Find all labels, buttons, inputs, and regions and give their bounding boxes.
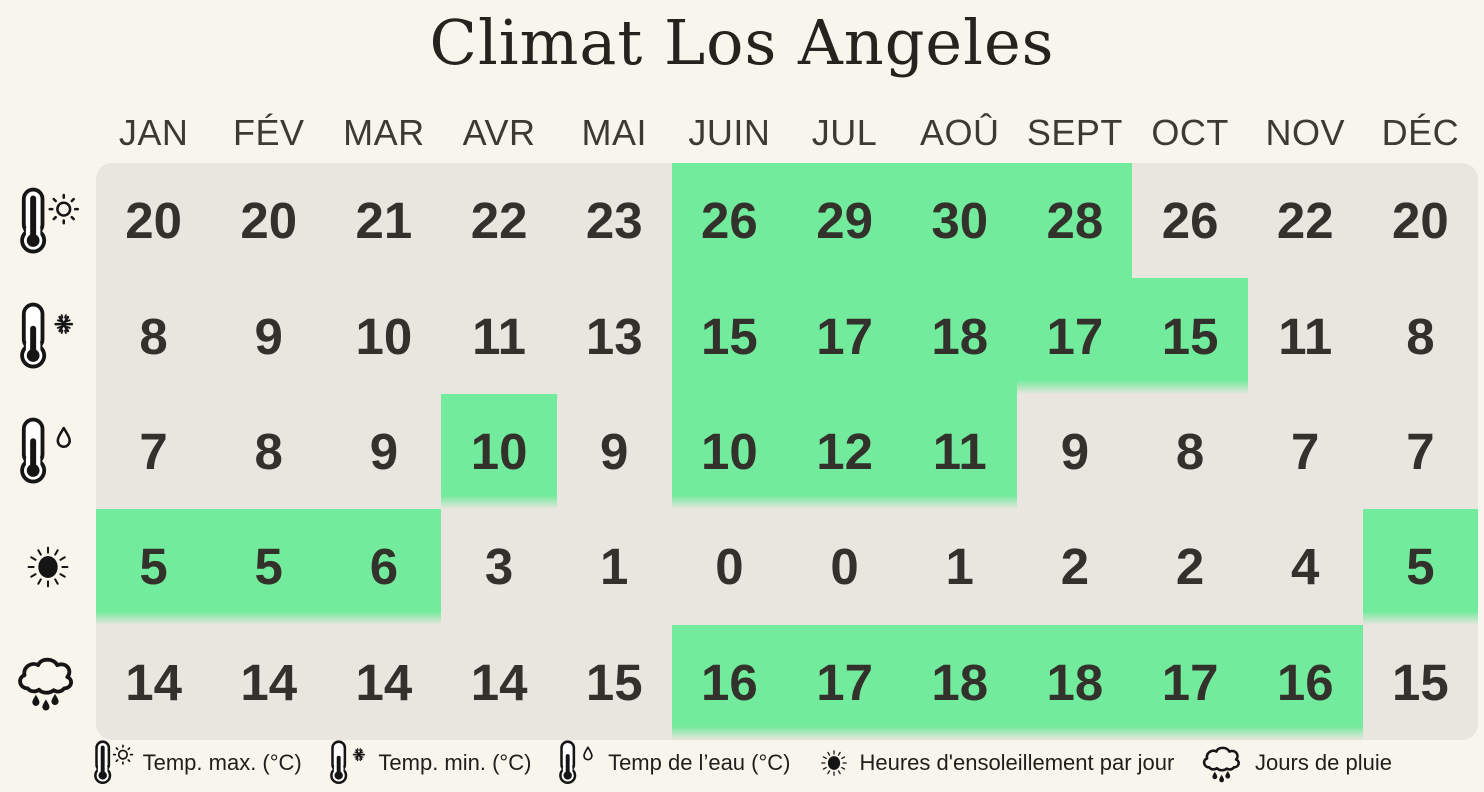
month-header-déc: DÉC [1381, 112, 1460, 153]
value-cell: 15 [1132, 278, 1248, 394]
value-cell: 0 [830, 538, 859, 596]
month-header-row: JAN FÉV MAR AVR MAI JUIN JUL AOÛ SEPT OCT NOV DÉC [96, 106, 1478, 160]
month-header-jul: JUL [811, 112, 878, 153]
month-header-avr: AVR [462, 112, 536, 153]
value-cell: 10 [355, 307, 413, 365]
value-cell: 1 [945, 538, 974, 596]
value-cell: 8 [139, 307, 168, 365]
value-cell: 12 [786, 393, 903, 510]
value-cell: 5 [96, 509, 212, 625]
legend-label: Temp de l’eau (°C) [608, 749, 791, 775]
value-cell: 18 [902, 278, 1018, 394]
legend: Temp. max. (°C) Temp. min. (°C) Temp de … [0, 733, 1484, 792]
value-cell: 29 [786, 163, 903, 279]
value-cell: 10 [441, 393, 557, 510]
climate-table: 20 20 21 22 23 26 29 30 28 26 22 20 8 9 10 11 13 15 17 18 17… [96, 163, 1478, 740]
value-cell: 9 [369, 422, 399, 480]
month-header-juin: JUIN [688, 112, 771, 153]
thermometer-droplet-icon [557, 740, 599, 785]
value-cell: 9 [600, 422, 629, 480]
value-cell: 0 [715, 538, 744, 596]
value-cell: 28 [1017, 163, 1133, 279]
value-cell: 11 [472, 307, 527, 365]
value-cell: 14 [355, 653, 413, 711]
thermometer-snowflake-icon [0, 278, 96, 393]
value-cell: 5 [1362, 509, 1478, 625]
value-cell: 7 [139, 422, 168, 480]
value-cell: 6 [326, 509, 442, 625]
value-cell: 5 [211, 509, 327, 625]
month-header-mar: MAR [343, 112, 425, 153]
value-cell: 15 [671, 278, 787, 394]
value-cell: 22 [470, 192, 528, 250]
rain-cloud-icon [1200, 742, 1246, 784]
value-cell: 3 [484, 538, 514, 596]
sun-icon [817, 746, 851, 780]
month-header-jan: JAN [118, 112, 189, 153]
legend-label: Temp. min. (°C) [378, 749, 532, 775]
value-cell: 9 [1060, 422, 1090, 480]
value-cell: 7 [1406, 422, 1435, 480]
value-cell: 22 [1276, 192, 1334, 250]
value-cell: 17 [786, 278, 903, 394]
value-cell: 2 [1060, 538, 1090, 596]
value-cell: 17 [1132, 624, 1248, 740]
rain-cloud-icon [0, 625, 96, 740]
legend-item: Temp de l’eau (°C) [557, 740, 791, 785]
value-cell: 20 [1392, 192, 1449, 250]
value-cell: 18 [1017, 624, 1133, 740]
value-cell: 11 [902, 393, 1018, 510]
legend-label: Heures d'ensoleillement par jour [859, 749, 1175, 775]
value-cell: 8 [1406, 307, 1435, 365]
legend-item: Temp. max. (°C) [92, 740, 302, 785]
value-cell: 10 [671, 393, 787, 510]
value-cell: 16 [671, 624, 787, 740]
value-cell: 21 [355, 192, 413, 250]
thermometer-sun-icon [92, 740, 134, 785]
value-cell: 18 [902, 624, 1018, 740]
value-cell: 20 [125, 192, 182, 250]
value-cell: 17 [1017, 278, 1133, 394]
value-cell: 23 [585, 192, 643, 250]
value-cell: 15 [1392, 653, 1449, 711]
month-header-fév: FÉV [232, 112, 305, 153]
month-header-nov: NOV [1265, 112, 1345, 153]
value-cell: 4 [1291, 538, 1320, 596]
month-header-mai: MAI [581, 112, 647, 153]
legend-item: Temp. min. (°C) [328, 740, 532, 785]
value-cell: 7 [1291, 422, 1320, 480]
value-cell: 14 [470, 653, 528, 711]
thermometer-droplet-icon [0, 394, 96, 509]
value-cell: 15 [585, 653, 643, 711]
month-header-oct: OCT [1151, 112, 1229, 153]
value-cell: 26 [671, 163, 787, 279]
thermometer-snowflake-icon [328, 740, 370, 785]
sun-icon [0, 509, 96, 624]
value-cell: 8 [254, 422, 283, 480]
legend-label: Jours de pluie [1255, 749, 1392, 775]
month-header-aoû: AOÛ [919, 112, 1000, 153]
legend-label: Temp. max. (°C) [142, 749, 302, 775]
value-cell: 20 [240, 192, 298, 250]
thermometer-sun-icon [0, 163, 96, 278]
value-cell: 17 [786, 624, 903, 740]
value-cell: 26 [1161, 192, 1219, 250]
value-cell: 14 [125, 653, 182, 711]
value-cell: 1 [600, 538, 629, 596]
row-icon-column [0, 163, 96, 740]
legend-item: Heures d'ensoleillement par jour [817, 746, 1175, 780]
value-cell: 13 [585, 307, 643, 365]
page-title: Climat Los Angeles [429, 6, 1055, 79]
value-cell: 16 [1247, 624, 1363, 740]
legend-item: Jours de pluie [1200, 742, 1392, 784]
value-cell: 14 [240, 653, 298, 711]
value-cell: 9 [254, 307, 283, 365]
month-header-sept: SEPT [1026, 112, 1123, 153]
value-cell: 11 [1278, 307, 1333, 365]
value-cell: 2 [1175, 538, 1205, 596]
value-cell: 8 [1175, 422, 1205, 480]
value-cell: 30 [902, 163, 1018, 279]
